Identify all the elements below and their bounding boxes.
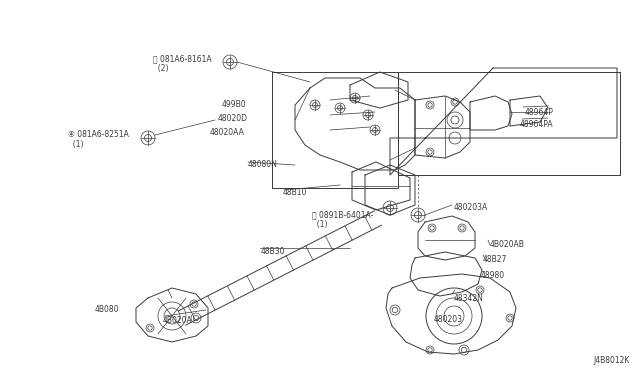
Text: 4B020A: 4B020A [163, 316, 193, 325]
Text: 48080N: 48080N [248, 160, 278, 169]
Text: 4B020AB: 4B020AB [490, 240, 525, 249]
Text: 48020D: 48020D [218, 114, 248, 123]
Text: J4B8012K: J4B8012K [594, 356, 630, 365]
Text: Ⓝ 0891B-6401A-
  (1): Ⓝ 0891B-6401A- (1) [312, 210, 373, 230]
Text: 4B080: 4B080 [95, 305, 120, 314]
Text: 480203A: 480203A [454, 203, 488, 212]
Text: 48964PA: 48964PA [520, 120, 554, 129]
Text: Ⓑ 081A6-8161A
  (2): Ⓑ 081A6-8161A (2) [153, 54, 212, 73]
Text: 48980: 48980 [481, 271, 505, 280]
Text: 48B27: 48B27 [483, 255, 508, 264]
Text: 48342N: 48342N [454, 294, 484, 303]
Text: 499B0: 499B0 [222, 100, 246, 109]
Text: 48964P: 48964P [525, 108, 554, 117]
Text: 48B10: 48B10 [283, 188, 307, 197]
Text: 48020AA: 48020AA [210, 128, 245, 137]
Text: 480203: 480203 [434, 315, 463, 324]
Text: 48B30: 48B30 [261, 247, 285, 256]
Text: ④ 081A6-8251A
  (1): ④ 081A6-8251A (1) [68, 130, 129, 150]
